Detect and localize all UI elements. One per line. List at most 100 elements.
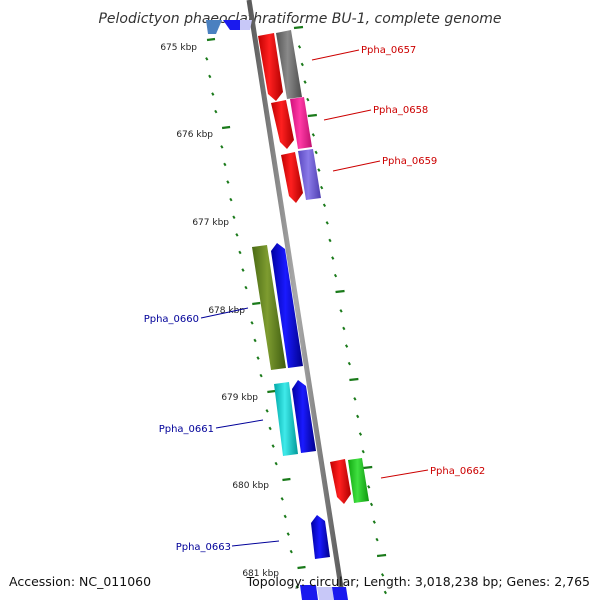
tick-mark	[232, 215, 236, 220]
tick-mark	[303, 80, 307, 84]
cds-ppha-0660-annotation	[252, 245, 286, 370]
tick-mark	[211, 92, 215, 96]
accession-text: Accession: NC_011060	[9, 574, 151, 589]
tick-label: 680 kbp	[232, 481, 269, 491]
tick-mark	[221, 125, 231, 130]
cds-ppha-0663-reverse	[311, 515, 330, 559]
tick-mark	[380, 573, 385, 577]
tick-mark	[268, 426, 272, 431]
tick-mark	[223, 162, 227, 167]
tick-mark	[367, 485, 371, 489]
tick-label: 681 kbp	[242, 569, 279, 579]
gene-label-ppha-0659: Ppha_0659	[382, 156, 437, 167]
cds-ppha-0662-forward	[330, 459, 351, 504]
tick-mark	[328, 238, 332, 243]
tick-label: 677 kbp	[192, 218, 229, 228]
tick-mark	[369, 502, 374, 507]
tick-label: 676 kbp	[176, 130, 213, 140]
cds-ppha-0662-annotation	[348, 458, 369, 503]
cds-ppha-0659-annotation	[298, 149, 321, 200]
tick-mark	[271, 444, 275, 448]
gene-label-ppha-0658: Ppha_0658	[373, 105, 428, 116]
cds-ppha-0660-reverse	[271, 243, 303, 368]
gene-label-ppha-0663: Ppha_0663	[176, 542, 231, 553]
tick-mark	[214, 109, 218, 114]
tick-mark	[358, 432, 363, 436]
cds-ppha-0661-reverse	[292, 380, 316, 453]
tick-mark	[229, 197, 233, 202]
tick-mark	[322, 203, 327, 208]
tick-mark	[253, 338, 257, 343]
tick-label: 679 kbp	[221, 393, 258, 403]
tick-mark	[331, 256, 335, 260]
tick-mark	[347, 361, 351, 366]
tick-mark	[241, 268, 245, 272]
bottom-partial-features	[300, 585, 348, 600]
tick-mark	[383, 590, 387, 595]
tick-mark	[317, 168, 321, 172]
genome-summary-text: Topology: circular; Length: 3,018,238 bp…	[246, 574, 590, 589]
tick-mark	[282, 477, 291, 482]
map-title: Pelodictyon phaeoclathratiforme BU-1, co…	[98, 11, 501, 27]
tick-mark	[314, 150, 318, 155]
tick-mark	[267, 389, 276, 394]
tick-mark	[361, 449, 365, 454]
gene-labels: Ppha_0657 Ppha_0658 Ppha_0659 Ppha_0660 …	[144, 45, 486, 553]
tick-mark	[265, 409, 269, 413]
tick-mark	[335, 289, 345, 294]
tick-mark	[293, 25, 304, 30]
gene-label-ppha-0662: Ppha_0662	[430, 466, 485, 477]
cds-ppha-0658-forward	[271, 100, 294, 149]
tick-mark	[280, 497, 284, 501]
tick-mark	[300, 62, 304, 67]
genome-backbone	[246, 0, 346, 600]
tick-mark	[339, 309, 343, 313]
tick-mark	[376, 553, 387, 558]
cds-ppha-0657-forward	[258, 33, 283, 101]
tick-labels: 675 kbp 676 kbp 677 kbp 678 kbp 679 kbp …	[160, 43, 279, 579]
tick-mark	[320, 185, 324, 190]
tick-mark	[259, 373, 263, 378]
cds-ppha-0661-annotation	[274, 382, 298, 456]
tick-mark	[286, 532, 290, 536]
tick-mark	[274, 461, 278, 466]
cds-ppha-0657-annotation	[276, 30, 302, 99]
tick-mark	[252, 301, 261, 306]
tick-mark	[353, 397, 357, 401]
tick-mark	[289, 549, 293, 554]
tick-mark	[220, 145, 224, 149]
tick-mark	[256, 356, 260, 360]
tick-mark	[307, 113, 317, 118]
tick-mark	[283, 514, 287, 519]
gene-label-ppha-0661: Ppha_0661	[159, 424, 214, 435]
cds-ppha-0658-annotation	[290, 97, 312, 149]
tick-label: 675 kbp	[160, 43, 197, 53]
tick-mark	[208, 74, 212, 79]
top-partial-features	[206, 20, 252, 34]
tick-mark	[226, 180, 230, 184]
tick-mark	[333, 273, 338, 278]
gene-label-ppha-0660: Ppha_0660	[144, 314, 199, 325]
tick-mark	[356, 414, 360, 419]
tick-mark	[372, 520, 376, 524]
gene-label-ppha-0657: Ppha_0657	[361, 45, 416, 56]
tick-track	[205, 25, 387, 595]
tick-mark	[205, 57, 209, 61]
tick-mark	[244, 285, 248, 290]
tick-mark	[325, 221, 329, 225]
tick-mark	[206, 37, 216, 42]
tick-mark	[297, 45, 302, 49]
tick-mark	[363, 465, 373, 470]
tick-mark	[295, 585, 299, 589]
tick-mark	[375, 537, 379, 542]
tick-mark	[238, 250, 242, 255]
tick-mark	[297, 565, 306, 570]
tick-mark	[349, 377, 359, 382]
tick-mark	[344, 344, 349, 348]
cds-ppha-0659-forward	[281, 152, 303, 203]
tick-mark	[311, 133, 315, 137]
tick-mark	[235, 233, 239, 237]
gene-leaders	[200, 49, 429, 547]
tick-label: 678 kbp	[208, 306, 245, 316]
